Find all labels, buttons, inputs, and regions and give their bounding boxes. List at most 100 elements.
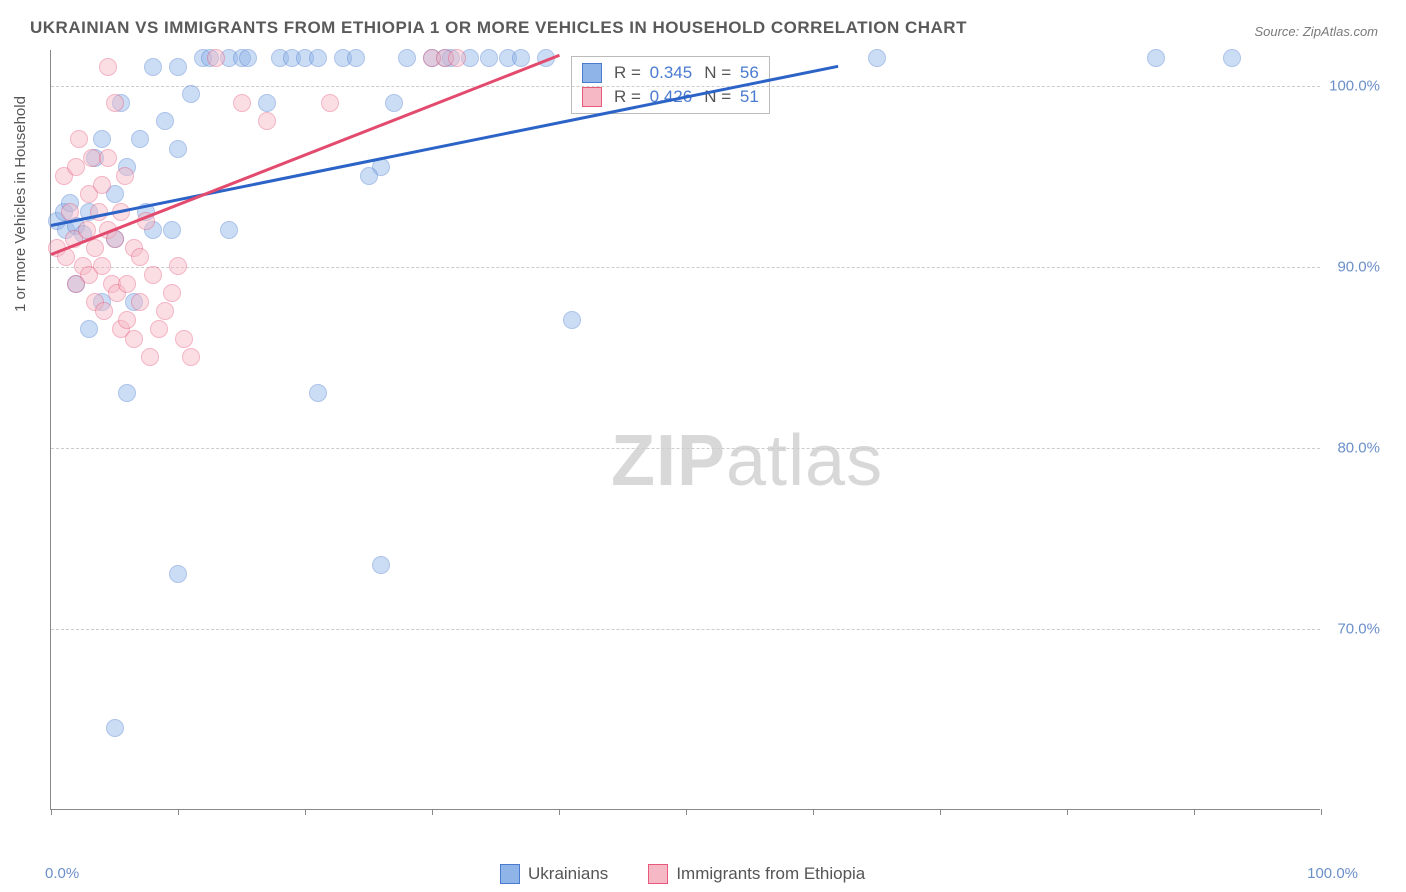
legend-item: Ukrainians: [500, 864, 608, 884]
x-axis-max-label: 100.0%: [1307, 865, 1358, 882]
scatter-point: [106, 719, 124, 737]
x-tick: [1321, 809, 1322, 815]
scatter-point: [480, 49, 498, 67]
chart-title: UKRAINIAN VS IMMIGRANTS FROM ETHIOPIA 1 …: [30, 18, 967, 38]
scatter-point: [116, 167, 134, 185]
scatter-point: [512, 49, 530, 67]
scatter-point: [233, 94, 251, 112]
x-tick: [305, 809, 306, 815]
scatter-point: [1223, 49, 1241, 67]
scatter-point: [360, 167, 378, 185]
scatter-point: [99, 58, 117, 76]
scatter-point: [83, 149, 101, 167]
scatter-point: [239, 49, 257, 67]
gridline-h: [51, 448, 1320, 449]
x-tick: [51, 809, 52, 815]
scatter-point: [70, 130, 88, 148]
y-tick-label: 100.0%: [1329, 78, 1380, 95]
gridline-h: [51, 629, 1320, 630]
watermark: ZIPatlas: [611, 420, 883, 502]
scatter-point: [207, 49, 225, 67]
scatter-point: [220, 221, 238, 239]
x-tick: [940, 809, 941, 815]
watermark-zip: ZIP: [611, 421, 726, 501]
series-legend: Ukrainians Immigrants from Ethiopia: [500, 864, 865, 884]
scatter-point: [93, 130, 111, 148]
corr-legend-row: R = 0.345 N = 56: [582, 61, 759, 85]
n-value: 51: [735, 87, 759, 106]
legend-swatch: [582, 63, 602, 83]
scatter-point: [125, 330, 143, 348]
scatter-point: [309, 49, 327, 67]
x-tick: [813, 809, 814, 815]
scatter-point: [150, 320, 168, 338]
scatter-point: [131, 293, 149, 311]
legend-swatch: [648, 864, 668, 884]
scatter-point: [99, 149, 117, 167]
scatter-point: [95, 302, 113, 320]
scatter-point: [385, 94, 403, 112]
scatter-point: [131, 248, 149, 266]
scatter-point: [86, 239, 104, 257]
n-value: 56: [735, 63, 759, 82]
legend-swatch: [582, 87, 602, 107]
x-tick: [1067, 809, 1068, 815]
x-axis-min-label: 0.0%: [45, 865, 79, 882]
scatter-point: [169, 257, 187, 275]
chart-plot-area: R = 0.345N = 56R = 0.426N = 51 ZIPatlas …: [50, 50, 1320, 810]
scatter-point: [321, 94, 339, 112]
legend-swatch: [500, 864, 520, 884]
scatter-point: [80, 320, 98, 338]
scatter-point: [563, 311, 581, 329]
scatter-point: [169, 140, 187, 158]
scatter-point: [309, 384, 327, 402]
legend-item: Immigrants from Ethiopia: [648, 864, 865, 884]
scatter-point: [163, 221, 181, 239]
y-tick-label: 70.0%: [1337, 621, 1380, 638]
y-tick-label: 90.0%: [1337, 259, 1380, 276]
watermark-atlas: atlas: [726, 421, 883, 501]
scatter-point: [144, 266, 162, 284]
scatter-point: [93, 176, 111, 194]
source-label: Source: ZipAtlas.com: [1254, 24, 1378, 39]
scatter-point: [156, 302, 174, 320]
scatter-point: [182, 348, 200, 366]
scatter-point: [868, 49, 886, 67]
scatter-point: [347, 49, 365, 67]
n-label: N = 56: [704, 63, 759, 83]
x-tick: [686, 809, 687, 815]
scatter-point: [372, 556, 390, 574]
scatter-point: [258, 94, 276, 112]
r-label: R = 0.345: [614, 63, 692, 83]
trend-line: [51, 54, 560, 255]
scatter-point: [1147, 49, 1165, 67]
scatter-point: [106, 94, 124, 112]
x-tick: [559, 809, 560, 815]
gridline-h: [51, 86, 1320, 87]
scatter-point: [169, 565, 187, 583]
scatter-point: [163, 284, 181, 302]
y-axis-title: 1 or more Vehicles in Household: [12, 96, 29, 312]
scatter-point: [182, 85, 200, 103]
scatter-point: [175, 330, 193, 348]
r-value: 0.345: [645, 63, 692, 82]
scatter-point: [93, 257, 111, 275]
scatter-point: [448, 49, 466, 67]
scatter-point: [118, 311, 136, 329]
scatter-point: [169, 58, 187, 76]
y-tick-label: 80.0%: [1337, 440, 1380, 457]
scatter-point: [398, 49, 416, 67]
x-tick: [178, 809, 179, 815]
gridline-h: [51, 267, 1320, 268]
x-tick: [432, 809, 433, 815]
scatter-point: [118, 384, 136, 402]
scatter-point: [144, 58, 162, 76]
legend-label: Ukrainians: [528, 864, 608, 884]
legend-label: Immigrants from Ethiopia: [676, 864, 865, 884]
scatter-point: [156, 112, 174, 130]
x-tick: [1194, 809, 1195, 815]
scatter-point: [141, 348, 159, 366]
scatter-point: [118, 275, 136, 293]
scatter-point: [131, 130, 149, 148]
scatter-point: [258, 112, 276, 130]
